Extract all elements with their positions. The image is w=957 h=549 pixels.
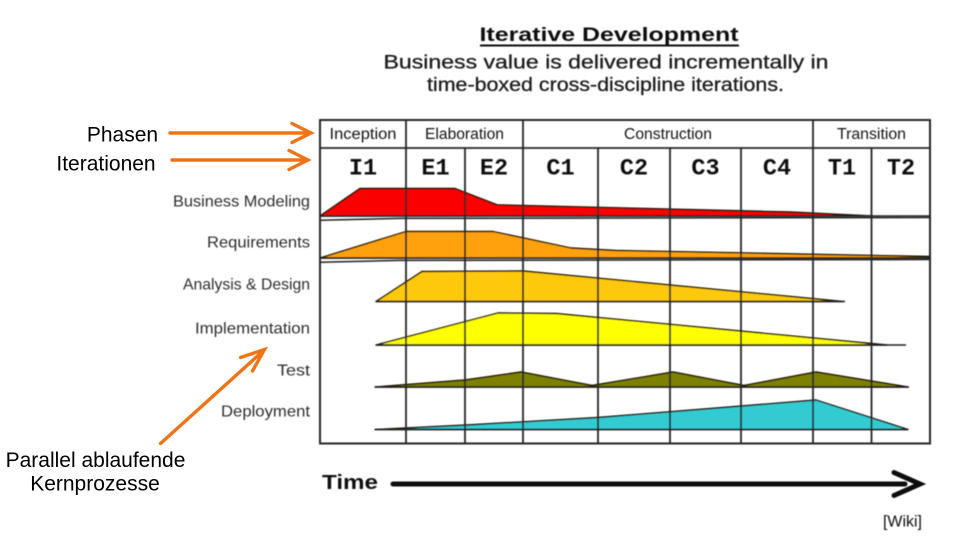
svg-text:[Wiki]: [Wiki]: [883, 514, 922, 531]
svg-text:Implementation: Implementation: [195, 321, 310, 338]
svg-text:Transition: Transition: [837, 126, 906, 143]
svg-text:Parallel ablaufende: Parallel ablaufende: [6, 449, 186, 472]
svg-text:E2: E2: [480, 156, 508, 183]
svg-text:Elaboration: Elaboration: [425, 126, 504, 143]
svg-text:Inception: Inception: [330, 126, 397, 143]
svg-text:E1: E1: [421, 156, 449, 183]
svg-text:C4: C4: [763, 156, 791, 183]
svg-text:Iterative Development: Iterative Development: [480, 24, 740, 46]
svg-text:C1: C1: [546, 156, 574, 183]
svg-text:I1: I1: [349, 156, 377, 183]
svg-text:T2: T2: [887, 156, 915, 183]
svg-text:Requirements: Requirements: [207, 235, 310, 252]
svg-text:Business Modeling: Business Modeling: [173, 194, 310, 211]
svg-text:time-boxed cross-discipline it: time-boxed cross-discipline iterations.: [427, 74, 784, 96]
svg-text:Analysis & Design: Analysis & Design: [183, 277, 310, 294]
svg-text:T1: T1: [828, 156, 856, 183]
svg-text:C3: C3: [691, 156, 719, 183]
svg-text:Construction: Construction: [624, 126, 712, 143]
svg-text:Phasen: Phasen: [87, 124, 158, 147]
svg-text:Business value is delivered in: Business value is delivered incrementall…: [384, 52, 829, 74]
svg-text:Iterationen: Iterationen: [56, 153, 155, 176]
svg-text:Deployment: Deployment: [221, 404, 311, 421]
svg-text:Kernprozesse: Kernprozesse: [30, 473, 160, 496]
svg-text:Time: Time: [322, 472, 378, 494]
svg-text:Test: Test: [277, 363, 311, 380]
svg-text:C2: C2: [620, 156, 648, 183]
